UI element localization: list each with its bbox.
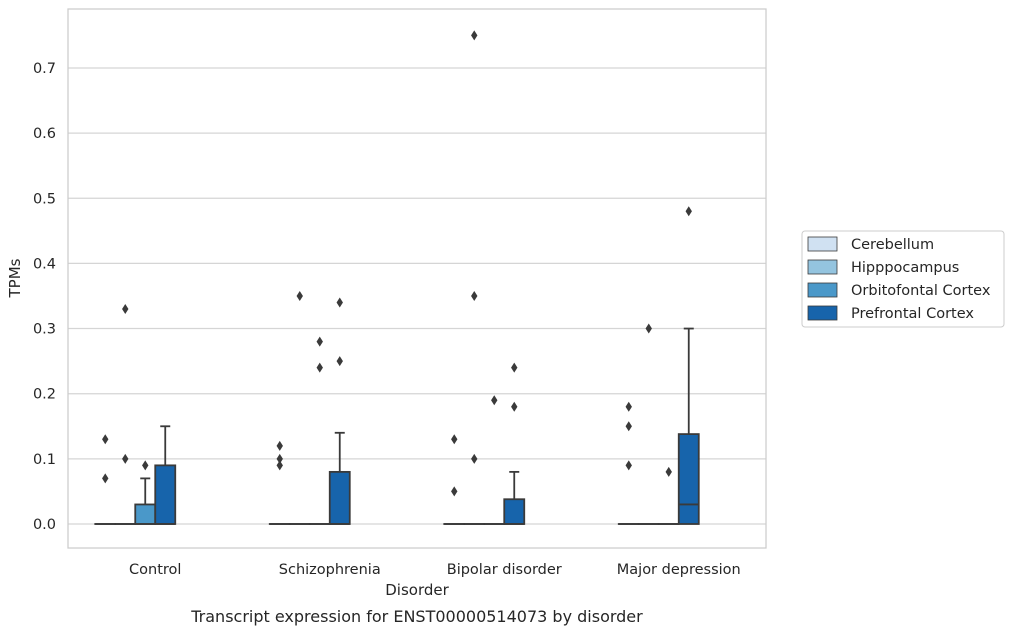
y-tick-label: 0.5 — [33, 191, 56, 207]
legend-swatch — [808, 283, 837, 297]
y-tick-label: 0.4 — [33, 256, 56, 272]
y-tick-label: 0.0 — [33, 517, 56, 533]
x-tick-label: Major depression — [617, 562, 741, 578]
y-tick-label: 0.1 — [33, 452, 56, 468]
legend-label: Hipppocampus — [851, 260, 959, 276]
x-tick-label: Bipolar disorder — [447, 562, 562, 578]
legend: Cerebellum Hipppocampus Orbitofontal Corte… — [802, 231, 1004, 327]
x-axis-label: Disorder — [385, 581, 449, 599]
legend-swatch — [808, 260, 837, 274]
box-body — [504, 499, 524, 524]
y-tick-label: 0.7 — [33, 61, 56, 77]
chart-caption: Transcript expression for ENST0000051407… — [190, 607, 643, 626]
x-tick-label: Control — [129, 562, 181, 578]
box-body — [679, 434, 699, 524]
box-body — [330, 472, 350, 524]
legend-label: Orbitofontal Cortex — [851, 283, 991, 299]
x-tick-label: Schizophrenia — [279, 562, 381, 578]
box-body — [155, 465, 175, 524]
legend-label: Prefrontal Cortex — [851, 306, 974, 322]
legend-swatch — [808, 306, 837, 320]
y-tick-label: 0.6 — [33, 126, 56, 142]
y-tick-label: 0.3 — [33, 322, 56, 338]
y-tick-label: 0.2 — [33, 387, 56, 403]
y-axis-label: TPMs — [6, 258, 24, 298]
box-body — [135, 504, 155, 524]
legend-label: Cerebellum — [851, 237, 934, 253]
legend-swatch — [808, 237, 837, 251]
